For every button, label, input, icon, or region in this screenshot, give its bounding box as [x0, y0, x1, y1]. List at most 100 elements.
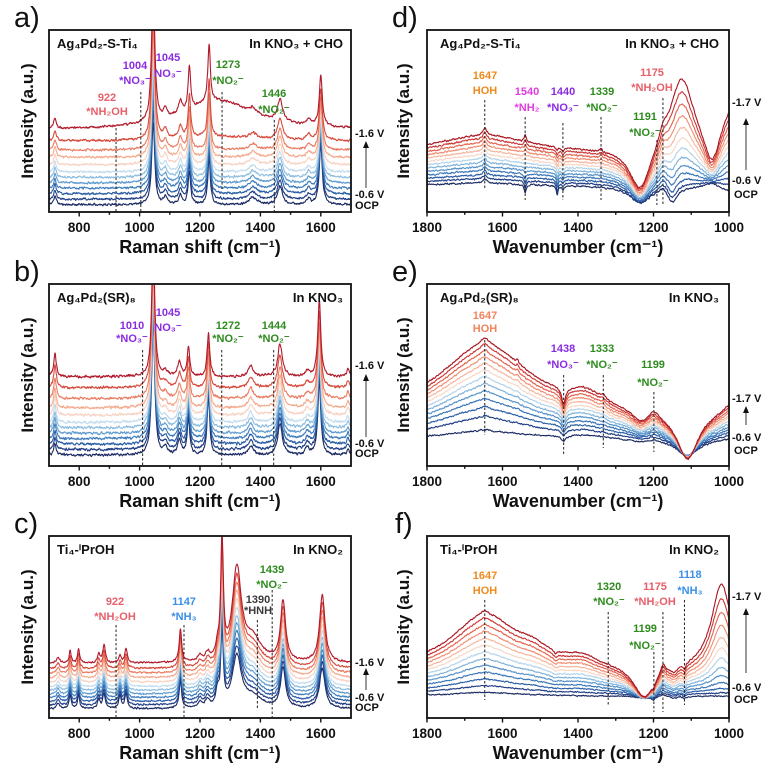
panel-c: c) 922 *NH₂OH 1147 *NH₃ 1390*HNH 1439 *NO₂⁻ 80… — [14, 508, 385, 763]
spectrum-line--0p9v — [427, 389, 729, 457]
spectrum-line--0p9v — [427, 664, 729, 699]
peak-annotation: 1439 *NO₂⁻ — [256, 564, 288, 717]
peak-wavenumber: 1320 — [597, 581, 621, 593]
x-tick-label: 1600 — [487, 474, 517, 489]
peak-wavenumber: 1438 — [551, 343, 575, 355]
potential-top-label: -1.6 V — [355, 657, 385, 669]
peak-wavenumber: 1647 — [473, 310, 497, 322]
peak-annotation: 1175 *NH₂OH — [631, 67, 673, 205]
x-tick-label: 800 — [68, 474, 91, 489]
x-axis-label: Wavenumber (cm⁻¹) — [493, 743, 664, 763]
x-tick-label: 1000 — [714, 220, 744, 235]
peak-wavenumber: 1440 — [551, 86, 575, 98]
spectrum-line--0p6v — [427, 174, 729, 204]
electrolyte-condition: In KNO₂ — [293, 542, 343, 557]
peak-wavenumber: 922 — [106, 596, 124, 608]
panel-f: f) 1647 HOH 1320 *NO₂⁻ 1175 *NH₂OH 1118 *NH₃ 119… — [394, 508, 762, 763]
spectrum-line--1p3v — [427, 636, 729, 699]
x-tick-label: 1000 — [714, 726, 744, 741]
x-axis-label: Raman shift (cm⁻¹) — [119, 237, 281, 257]
x-tick-label: 1600 — [306, 474, 336, 489]
x-tick-label: 1600 — [487, 220, 517, 235]
spectrum-line--0p6v — [49, 312, 351, 452]
peak-wavenumber: 1004 — [123, 60, 148, 72]
plot-frame — [426, 29, 730, 213]
peak-annotation: 1010*NO₃⁻ — [116, 320, 148, 466]
sample-title: Ag₄Pd₂-S-Ti₄ — [440, 36, 521, 51]
spectrum-line--1p2v — [49, 566, 351, 684]
peak-annotation: 1199 *NO₂⁻ — [629, 623, 661, 712]
peak-wavenumber: 1045 — [156, 307, 180, 319]
spectrum-line--1p2v — [427, 137, 729, 197]
spectrum-line--0p8v — [49, 601, 351, 699]
spectrum-line-ocp — [427, 691, 729, 702]
y-axis-label: Intensity (a.u.) — [394, 569, 413, 684]
peak-annotation: 1272*NO₂⁻ — [212, 320, 244, 466]
panel-letter: c) — [14, 508, 38, 540]
plot-frame — [426, 535, 730, 719]
peak-species: *NO₂⁻ — [256, 579, 288, 591]
reference-label: OCP — [734, 694, 758, 706]
peak-annotation: 1273 *NO₂⁻ — [212, 59, 244, 190]
spectrum-line--1p5v — [427, 612, 729, 699]
sample-title: Ag₄Pd₂(SR)₈ — [440, 290, 519, 305]
peak-annotation: 1118 *NH₃ — [677, 569, 703, 705]
peak-annotation: 922 *NH₂OH — [94, 596, 136, 717]
x-axis: 800 1000 1200 1400 1600 — [68, 718, 336, 741]
peak-wavenumber: 1390 — [246, 594, 270, 606]
panel-letter: f) — [395, 508, 413, 540]
peak-species: *NO₂⁻ — [258, 104, 290, 116]
x-axis-label: Wavenumber (cm⁻¹) — [493, 491, 664, 511]
potential-arrow-icon — [743, 608, 749, 673]
spectrum-line--1p0v — [49, 64, 351, 179]
x-tick-label: 1400 — [563, 474, 593, 489]
peak-species: *NO₃⁻ — [119, 75, 151, 87]
spectra-lines — [427, 583, 729, 702]
potential-top-label: -1.7 V — [732, 97, 762, 109]
spectrum-line--1p5v — [49, 30, 351, 143]
spectrum-line--1p0v — [427, 657, 729, 699]
peak-annotation: 1191 *NO₂⁻ — [629, 111, 661, 205]
sample-title: Ag₄Pd₂(SR)₈ — [57, 290, 136, 305]
peak-species: *NO₂⁻ — [586, 359, 618, 371]
spectra-lines — [427, 337, 729, 461]
peak-annotation: 1045 NO₃⁻ — [154, 307, 182, 334]
x-tick-label: 1600 — [487, 726, 517, 741]
peak-wavenumber: 1175 — [640, 67, 664, 79]
potential-bottom-label: -0.6 V — [355, 692, 385, 704]
peak-wavenumber: 1199 — [633, 623, 657, 635]
panel-letter: d) — [392, 2, 418, 34]
spectrum-line--0p9v — [49, 76, 351, 185]
peak-wavenumber: 1647 — [473, 70, 497, 82]
spectrum-line--1p6v — [49, 284, 351, 379]
x-tick-label: 1000 — [125, 726, 155, 741]
x-axis: 1800 1600 1400 1200 1000 — [412, 212, 744, 235]
panel-letter: b) — [14, 256, 40, 288]
spectrum-line--1p1v — [49, 53, 351, 174]
peak-annotation: 1175 *NH₂OH — [634, 581, 676, 712]
peak-wavenumber: 1191 — [633, 111, 657, 123]
spectrum-line--1p3v — [49, 30, 351, 159]
x-tick-label: 1400 — [563, 726, 593, 741]
peak-wavenumber: 1540 — [515, 86, 539, 98]
spectrum-line--1p0v — [49, 289, 351, 430]
spectrum-line--1p7v — [427, 78, 729, 189]
peak-species: *NO₃⁻ — [547, 359, 579, 371]
potential-arrow-icon — [743, 118, 749, 170]
peak-annotation: 1446 *NO₂⁻ — [258, 88, 290, 212]
peak-species: *NH₃ — [171, 611, 196, 623]
peak-species: *NH₂OH — [634, 596, 676, 608]
peak-wavenumber: 1647 — [473, 570, 497, 582]
x-tick-label: 1200 — [638, 220, 668, 235]
spectrum-line--0p9v — [49, 294, 351, 436]
spectrum-line--0p6v — [427, 684, 729, 701]
spectrum-line--0p8v — [427, 671, 729, 700]
peak-annotation: 1438 *NO₃⁻ — [547, 343, 579, 455]
spectrum-line--0p8v — [427, 397, 729, 458]
peak-species: *NO₃⁻ — [116, 333, 148, 345]
peak-species: *NH₂OH — [94, 611, 136, 623]
x-tick-label: 1800 — [412, 220, 442, 235]
peak-species: *NH₃ — [677, 585, 702, 597]
x-tick-label: 1400 — [245, 474, 275, 489]
x-axis: 1800 1600 1400 1200 1000 — [412, 466, 744, 489]
